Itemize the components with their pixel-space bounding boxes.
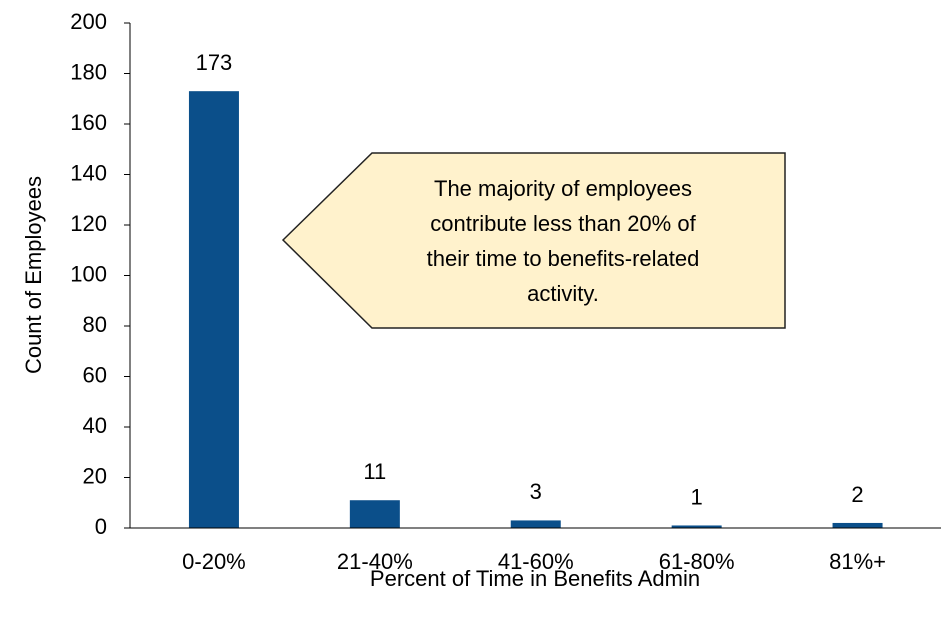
y-tick-label: 60 xyxy=(83,362,107,387)
value-label: 1 xyxy=(691,484,703,509)
bar xyxy=(671,525,722,528)
annotation-text: contribute less than 20% of xyxy=(430,211,696,236)
y-tick-label: 20 xyxy=(83,463,107,488)
x-tick-label: 61-80% xyxy=(659,549,735,574)
y-tick-label: 200 xyxy=(70,9,107,34)
y-tick-label: 100 xyxy=(70,261,107,286)
value-label: 173 xyxy=(196,50,233,75)
annotation-callout xyxy=(281,152,786,329)
y-tick-label: 0 xyxy=(95,514,107,539)
x-tick-label: 0-20% xyxy=(182,549,246,574)
y-tick-label: 80 xyxy=(83,312,107,337)
y-axis-label: Count of Employees xyxy=(21,176,46,374)
x-axis-label: Percent of Time in Benefits Admin xyxy=(370,566,700,591)
value-label: 2 xyxy=(851,482,863,507)
bar xyxy=(510,520,561,528)
annotation-text: their time to benefits-related xyxy=(427,246,700,271)
x-tick-label: 21-40% xyxy=(337,549,413,574)
y-tick-label: 140 xyxy=(70,160,107,185)
value-label: 3 xyxy=(530,479,542,504)
value-label: 11 xyxy=(363,459,386,484)
y-tick-label: 160 xyxy=(70,110,107,135)
annotation-text: activity. xyxy=(527,281,599,306)
x-tick-label: 81%+ xyxy=(829,549,886,574)
y-tick-label: 120 xyxy=(70,211,107,236)
bar xyxy=(349,500,400,528)
x-tick-label: 41-60% xyxy=(498,549,574,574)
bar xyxy=(188,91,239,529)
y-tick-label: 40 xyxy=(83,413,107,438)
y-tick-label: 180 xyxy=(70,59,107,84)
annotation-text: The majority of employees xyxy=(434,176,692,201)
bar xyxy=(832,522,883,528)
